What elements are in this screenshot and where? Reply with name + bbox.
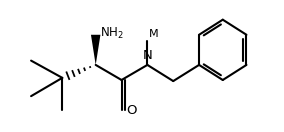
Text: NH$_2$: NH$_2$ (100, 26, 123, 41)
Text: M: M (149, 29, 158, 39)
Text: N: N (143, 49, 152, 62)
Text: O: O (127, 104, 137, 117)
Polygon shape (91, 35, 101, 65)
